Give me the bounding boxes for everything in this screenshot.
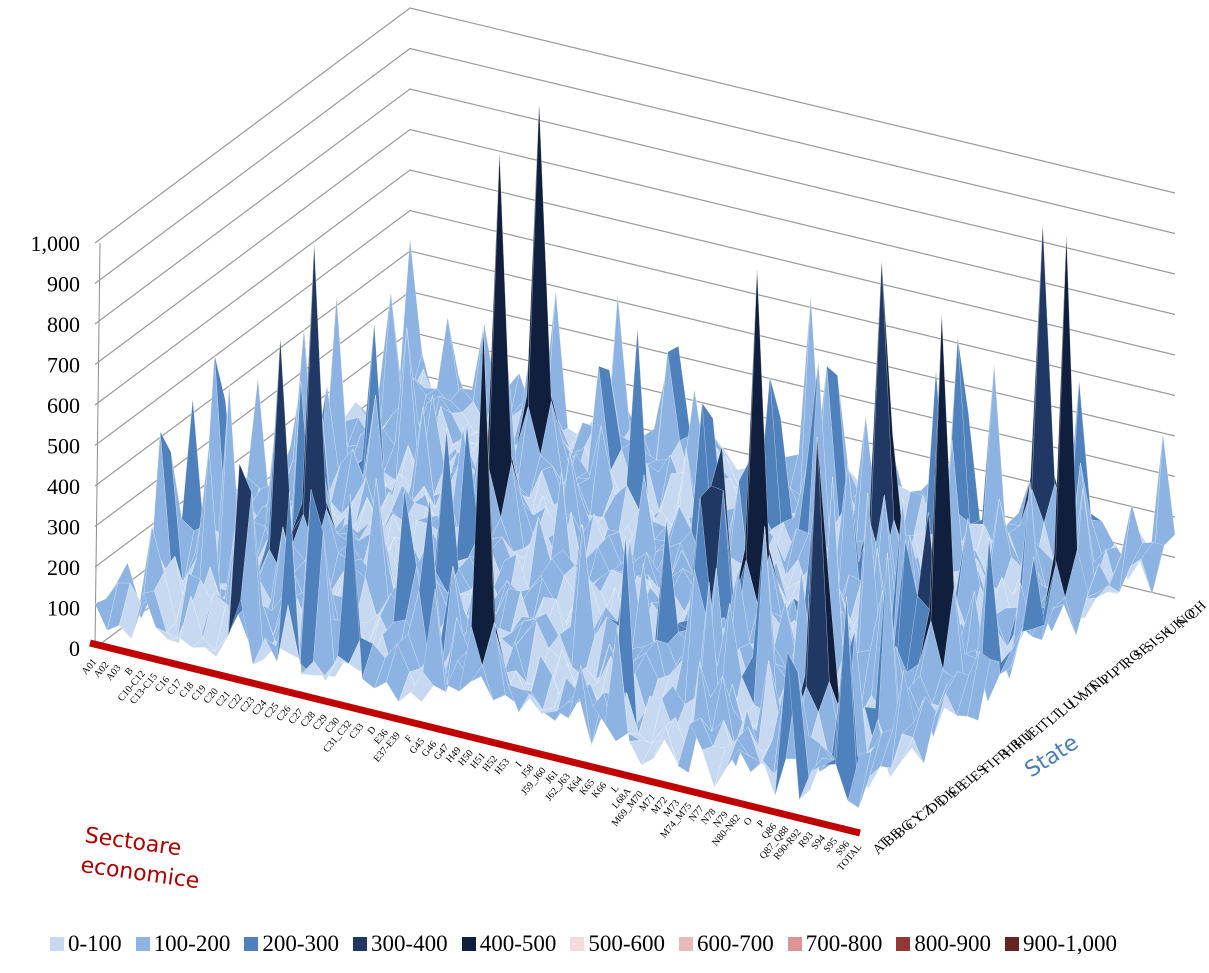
legend-swatch xyxy=(679,937,694,951)
left-wall-edge xyxy=(94,242,101,649)
legend-label: 800-900 xyxy=(914,931,992,956)
legend-item: 0-100 xyxy=(50,931,122,957)
z-axis-ticks: 0 100 200 300 400 500 600 700 800 900 1,000 xyxy=(31,231,81,661)
z-tick-label: 200 xyxy=(47,555,80,580)
chart-legend: 0-100 100-200 200-300 300-400 400-500 500-600… xyxy=(50,929,1209,959)
x-tick-label: O xyxy=(742,815,755,828)
legend-label: 300-400 xyxy=(371,931,448,956)
gridline xyxy=(94,47,1176,284)
z-tick-label: 300 xyxy=(47,515,80,540)
legend-label: 700-800 xyxy=(805,931,883,956)
z-tick-label: 700 xyxy=(47,353,80,378)
surface-cell xyxy=(436,317,461,403)
z-tick-label: 1,000 xyxy=(31,231,81,256)
z-tick-label: 400 xyxy=(47,474,80,499)
gridline xyxy=(94,7,1176,244)
legend-swatch xyxy=(244,937,259,951)
z-tick-label: 0 xyxy=(69,636,80,661)
legend-swatch xyxy=(135,937,150,951)
z-tick-label: 500 xyxy=(47,434,80,459)
z-tick-label: 800 xyxy=(47,312,80,337)
legend-swatch xyxy=(353,937,368,951)
legend-swatch xyxy=(1005,937,1020,951)
legend-item: 600-700 xyxy=(679,931,774,957)
legend-label: 0-100 xyxy=(68,931,122,956)
legend-item: 400-500 xyxy=(461,931,557,957)
z-tick-label: 600 xyxy=(47,393,80,418)
z-tick-label: 900 xyxy=(47,272,80,297)
legend-label: 500-600 xyxy=(588,931,666,956)
surface-cell xyxy=(1031,224,1056,524)
legend-label: 900-1,000 xyxy=(1023,931,1117,956)
legend-item: 100-200 xyxy=(135,931,231,957)
x-axis-title: Sectoareeconomice xyxy=(79,823,205,894)
legend-item: 800-900 xyxy=(896,931,991,957)
legend-label: 200-300 xyxy=(262,931,340,956)
x-tick-label: L xyxy=(609,783,621,795)
legend-swatch xyxy=(896,937,911,951)
surface-cell xyxy=(847,752,872,809)
legend-swatch xyxy=(570,937,585,951)
chart-surface xyxy=(94,103,1176,809)
gridline xyxy=(94,169,1176,406)
gridline xyxy=(94,88,1176,325)
x-axis-line xyxy=(89,639,861,837)
surface-cell xyxy=(1054,233,1078,598)
x-tick-label: P xyxy=(755,818,767,830)
x-tick-label: I xyxy=(514,760,525,770)
legend-item: 300-400 xyxy=(353,931,448,957)
legend-item: 700-800 xyxy=(787,931,883,957)
z-tick-label: 100 xyxy=(47,596,80,621)
legend-swatch xyxy=(50,937,64,951)
legend-swatch xyxy=(461,937,476,951)
x-tick-label: F xyxy=(403,733,415,745)
gridline xyxy=(94,209,1176,446)
legend-label: 400-500 xyxy=(479,931,557,956)
legend-label: 600-700 xyxy=(697,931,774,956)
gridline xyxy=(94,128,1176,365)
legend-item: 900-1,000 xyxy=(1005,931,1117,957)
legend-item: 200-300 xyxy=(244,931,339,957)
legend-item: 500-600 xyxy=(570,931,665,957)
legend-label: 100-200 xyxy=(153,931,231,956)
legend-swatch xyxy=(787,937,802,951)
